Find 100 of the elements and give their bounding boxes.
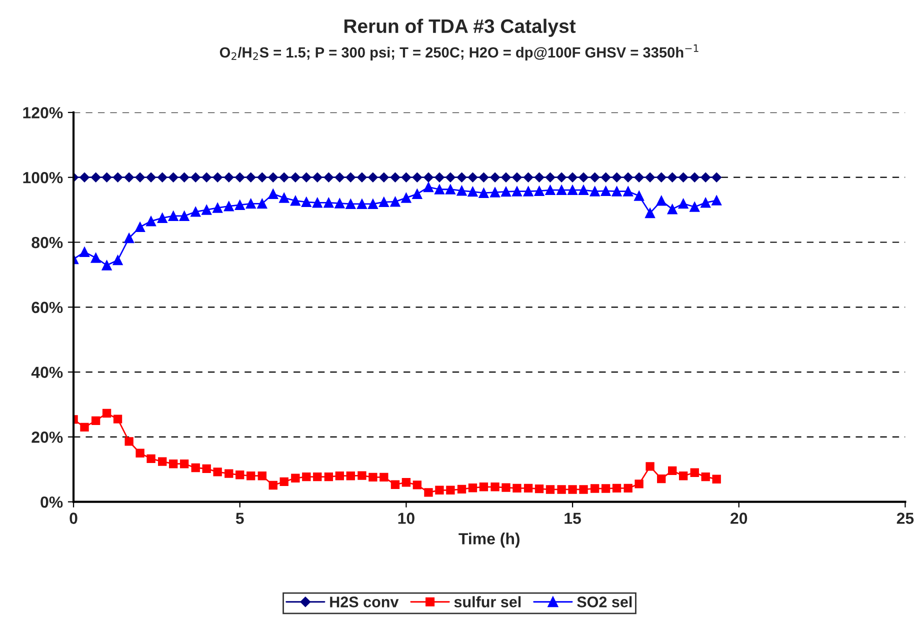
point <box>180 460 189 468</box>
point <box>434 172 444 182</box>
point <box>624 484 632 493</box>
point <box>668 466 677 476</box>
y-tick-label: 0% <box>40 496 63 508</box>
point <box>590 172 600 182</box>
point <box>257 198 268 209</box>
point <box>246 198 256 209</box>
legend-label: sulfur sel <box>454 596 521 608</box>
point <box>423 182 434 192</box>
point <box>112 255 123 266</box>
point <box>524 484 533 493</box>
point <box>390 480 400 489</box>
point <box>158 457 167 466</box>
point <box>290 196 300 206</box>
point <box>90 252 101 263</box>
legend-label: H2S conv <box>330 596 399 608</box>
y-tick-label: 20% <box>32 432 63 443</box>
point <box>468 484 478 492</box>
point <box>478 172 489 182</box>
point <box>358 471 366 480</box>
x-tick-label: 25 <box>896 512 914 524</box>
point <box>667 172 678 182</box>
point <box>357 172 367 182</box>
point <box>600 172 611 182</box>
y-tick-label: 120% <box>23 107 63 118</box>
legend-label: SO2 sel <box>577 596 632 608</box>
point <box>213 468 222 476</box>
point <box>280 477 288 486</box>
point <box>545 172 556 182</box>
point <box>402 478 411 487</box>
point <box>268 480 278 490</box>
point <box>291 474 300 482</box>
x-tick-label: 0 <box>70 512 78 524</box>
point <box>456 172 467 182</box>
point <box>512 186 522 196</box>
point <box>601 484 610 493</box>
point <box>224 201 234 212</box>
point <box>168 210 178 222</box>
point <box>545 184 556 196</box>
point <box>478 188 489 198</box>
point <box>712 474 721 484</box>
point <box>356 198 367 210</box>
point <box>212 172 223 182</box>
point <box>378 196 389 208</box>
point <box>146 172 156 182</box>
point <box>523 186 534 196</box>
point <box>678 472 688 480</box>
point <box>112 172 123 182</box>
point <box>212 202 223 213</box>
point <box>135 172 145 182</box>
point <box>578 172 588 182</box>
point <box>313 472 322 482</box>
point <box>312 172 322 182</box>
point <box>202 172 212 182</box>
point <box>434 184 444 194</box>
point <box>368 472 378 482</box>
point <box>623 172 634 182</box>
point <box>435 486 444 494</box>
point <box>102 260 112 270</box>
point <box>700 172 711 182</box>
point <box>523 172 534 182</box>
point <box>556 172 566 182</box>
point <box>468 172 478 182</box>
point <box>546 485 555 494</box>
point <box>579 485 588 494</box>
point <box>502 483 510 492</box>
y-tick-label: 40% <box>31 366 63 378</box>
point <box>457 484 466 494</box>
point <box>656 172 666 182</box>
point <box>346 172 356 182</box>
point <box>645 172 655 182</box>
point <box>612 484 622 493</box>
point <box>678 198 688 209</box>
point <box>678 172 688 182</box>
point <box>578 184 589 196</box>
x-tick-label: 5 <box>236 512 244 524</box>
point <box>380 472 388 482</box>
point <box>612 172 622 182</box>
point <box>456 186 467 196</box>
point <box>168 460 178 468</box>
point <box>157 212 168 223</box>
point <box>346 198 356 210</box>
point <box>412 188 422 199</box>
point <box>401 192 412 203</box>
point <box>401 172 412 182</box>
point <box>312 198 322 208</box>
point <box>334 198 345 208</box>
point <box>91 416 100 426</box>
point <box>424 488 433 497</box>
point <box>224 469 234 478</box>
point <box>268 172 278 182</box>
point <box>246 472 256 480</box>
point <box>657 474 666 484</box>
point <box>135 222 146 232</box>
point <box>479 482 488 492</box>
y-tick-label: 80% <box>32 236 63 248</box>
point <box>124 233 134 244</box>
point <box>690 202 700 212</box>
point <box>335 472 344 480</box>
